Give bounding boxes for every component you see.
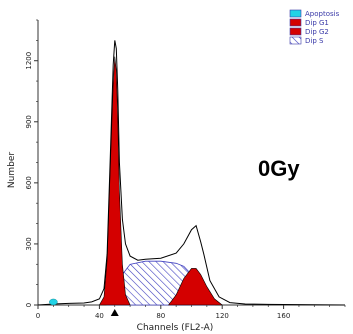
- series-histogram-line: [37, 40, 346, 306]
- x-tick-label: 160: [277, 312, 290, 320]
- y-tick-label: 1200: [25, 52, 33, 70]
- legend-swatch: [289, 9, 302, 18]
- x-tick-label: 0: [36, 312, 40, 320]
- series-fills: [98, 56, 224, 306]
- y-axis-title: Number: [7, 152, 17, 188]
- legend-swatch: [289, 36, 302, 45]
- legend-swatch: [289, 27, 302, 36]
- legend-swatch: [289, 18, 302, 27]
- y-tick-label: 900: [25, 115, 33, 128]
- series-dip-g2-area: [167, 268, 224, 306]
- x-tick-label: 120: [216, 312, 229, 320]
- y-tick-label: 0: [25, 303, 33, 307]
- y-tick-label: 600: [25, 176, 33, 189]
- legend-label: Dip G2: [305, 28, 329, 36]
- legend-label: Apoptosis: [305, 10, 340, 18]
- legend-label: Dip G1: [305, 19, 329, 27]
- legend-label: Dip S: [305, 37, 324, 45]
- y-tick-label: 300: [25, 237, 33, 250]
- x-tick-label: 80: [156, 312, 165, 320]
- ticks: 0 40 80 120 160 0 300 600 900 1200: [25, 19, 346, 320]
- marker-triangle: [110, 309, 119, 316]
- x-axis-title: Channels (FL2-A): [137, 323, 214, 333]
- series-lines: [37, 40, 346, 306]
- annotation-label: 0Gy: [258, 156, 300, 181]
- x-tick-label: 40: [95, 312, 104, 320]
- apoptosis-point: [49, 298, 58, 306]
- series-dip-g1-area: [98, 56, 131, 306]
